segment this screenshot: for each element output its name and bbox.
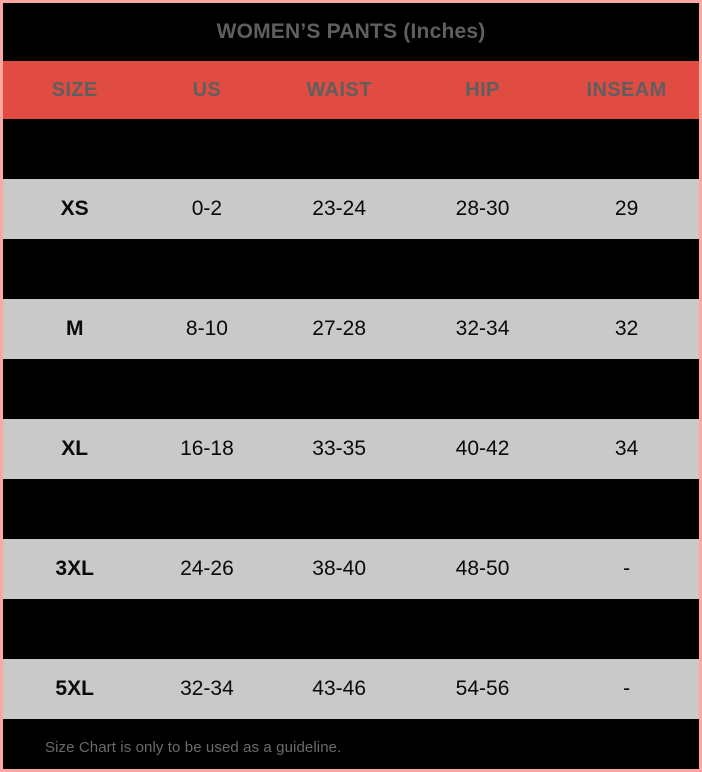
cell-size: XL — [61, 437, 89, 460]
cell-inseam — [554, 359, 699, 419]
cell-hip: 32-34 — [455, 317, 510, 340]
cell-size — [3, 239, 146, 299]
cell-us: 8-10 — [185, 317, 228, 340]
cell-waist: 43-46 — [312, 677, 367, 700]
cell-waist: 38-40 — [312, 557, 367, 580]
table-row: XS 0-2 23-24 28-30 29 — [3, 179, 699, 239]
chart-footnote: Size Chart is only to be used as a guide… — [3, 719, 699, 769]
cell-waist — [267, 119, 410, 179]
cell-waist — [267, 359, 410, 419]
cell-size — [3, 359, 146, 419]
cell-us: 24-26 — [180, 557, 234, 580]
table-row — [3, 599, 699, 659]
column-header-hip: HIP — [465, 78, 500, 101]
cell-hip — [411, 119, 554, 179]
cell-size: M — [65, 317, 84, 340]
cell-hip — [411, 599, 554, 659]
cell-hip: 40-42 — [455, 437, 510, 460]
table-body: XS 0-2 23-24 28-30 29 M 8-10 27-28 32-34… — [3, 119, 699, 719]
cell-us: 32-34 — [180, 677, 234, 700]
cell-inseam: 29 — [614, 197, 639, 220]
column-header-inseam: INSEAM — [586, 78, 667, 101]
cell-us — [146, 599, 267, 659]
cell-us — [146, 479, 267, 539]
cell-waist: 23-24 — [312, 197, 367, 220]
cell-us: 16-18 — [180, 437, 234, 460]
cell-size — [3, 479, 146, 539]
cell-inseam — [554, 479, 699, 539]
table-row: 5XL 32-34 43-46 54-56 - — [3, 659, 699, 719]
cell-inseam — [554, 239, 699, 299]
cell-waist — [267, 239, 410, 299]
column-header-waist: WAIST — [306, 78, 372, 101]
cell-hip: 28-30 — [455, 197, 510, 220]
cell-hip: 54-56 — [455, 677, 510, 700]
table-row — [3, 479, 699, 539]
cell-inseam — [554, 599, 699, 659]
chart-title: WOMEN’S PANTS (Inches) — [3, 3, 699, 61]
table-row: M 8-10 27-28 32-34 32 — [3, 299, 699, 359]
cell-hip — [411, 479, 554, 539]
table-row — [3, 119, 699, 179]
cell-size — [3, 599, 146, 659]
column-header-us: US — [192, 78, 222, 101]
cell-size: XS — [60, 197, 89, 220]
size-chart-table: SIZE US WAIST HIP INSEAM XS 0-2 23-24 28… — [3, 61, 699, 719]
cell-hip — [411, 359, 554, 419]
chart-footnote-text: Size Chart is only to be used as a guide… — [45, 738, 342, 756]
cell-hip — [411, 239, 554, 299]
table-row: 3XL 24-26 38-40 48-50 - — [3, 539, 699, 599]
table-header: SIZE US WAIST HIP INSEAM — [3, 61, 699, 119]
cell-us — [146, 359, 267, 419]
column-header-size: SIZE — [51, 78, 98, 101]
cell-size — [3, 119, 146, 179]
cell-hip: 48-50 — [455, 557, 510, 580]
cell-waist: 27-28 — [312, 317, 367, 340]
cell-us: 0-2 — [191, 197, 223, 220]
cell-inseam: - — [623, 677, 631, 700]
table-row — [3, 239, 699, 299]
table-header-row: SIZE US WAIST HIP INSEAM — [3, 61, 699, 119]
cell-waist — [267, 599, 410, 659]
cell-us — [146, 119, 267, 179]
table-row: XL 16-18 33-35 40-42 34 — [3, 419, 699, 479]
cell-inseam: - — [623, 557, 631, 580]
cell-size: 3XL — [55, 557, 94, 580]
table-row — [3, 359, 699, 419]
cell-inseam: 32 — [614, 317, 639, 340]
cell-waist — [267, 479, 410, 539]
cell-waist: 33-35 — [312, 437, 367, 460]
cell-us — [146, 239, 267, 299]
cell-inseam: 34 — [614, 437, 639, 460]
cell-size: 5XL — [55, 677, 94, 700]
cell-inseam — [554, 119, 699, 179]
